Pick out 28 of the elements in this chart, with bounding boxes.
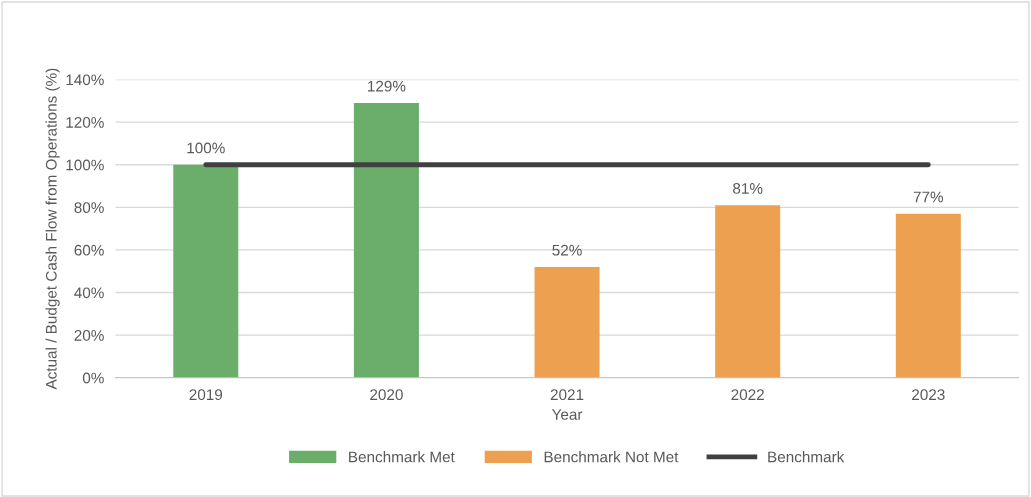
y-tick-label: 20%: [74, 329, 104, 341]
legend-label: Benchmark Met: [349, 451, 455, 463]
y-tick-label: 100%: [66, 159, 104, 171]
data-label: 81%: [733, 183, 763, 194]
y-axis-title: Actual / Budget Cash Flow from Operations (%): [45, 68, 60, 390]
x-tick-label: 2023: [912, 389, 945, 401]
data-label: 52%: [552, 244, 582, 256]
bar: [895, 213, 961, 378]
y-tick-label: 40%: [74, 287, 104, 299]
y-tick-label: 60%: [74, 244, 104, 256]
y-tick-label: 80%: [74, 202, 104, 214]
bar: [715, 205, 781, 378]
bar: [353, 102, 419, 378]
data-label: 77%: [913, 191, 944, 203]
y-tick-label: 0%: [82, 372, 104, 384]
x-axis-title: Year: [551, 409, 583, 420]
x-tick-label: 2019: [189, 389, 223, 401]
bar: [173, 164, 239, 378]
bar: [534, 266, 600, 378]
y-tick-label: 140%: [66, 74, 104, 86]
data-label: 129%: [368, 80, 406, 92]
x-tick-label: 2022: [731, 389, 764, 401]
x-tick-label: 2020: [370, 389, 403, 401]
y-tick-label: 120%: [66, 116, 104, 128]
legend-label: Benchmark Not Met: [544, 451, 679, 463]
data-label: 100%: [187, 142, 225, 154]
legend-label: Benchmark: [768, 451, 845, 463]
x-tick-label: 2021: [550, 389, 584, 401]
